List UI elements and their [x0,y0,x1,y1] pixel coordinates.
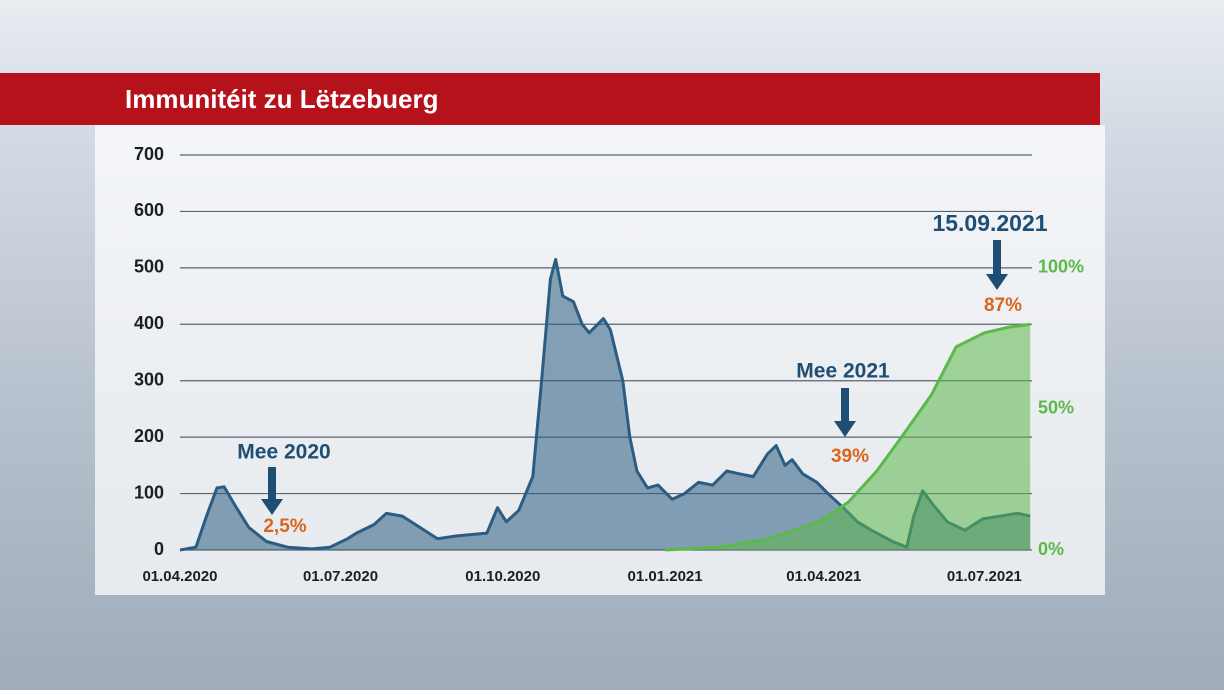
area [180,259,1031,550]
annotation-value: 39% [831,446,869,467]
arrow [986,240,1008,290]
y2-tick-label: 100% [1038,257,1084,277]
x-tick-label: 01.07.2020 [303,568,378,585]
y-tick-label: 400 [134,313,164,333]
chart-title: Immunitéit zu Lëtzebuerg [125,84,438,114]
y-tick-label: 0 [154,539,164,559]
y2-tick-label: 50% [1038,398,1074,418]
y-tick-label: 100 [134,482,164,502]
x-tick-label: 01.01.2021 [628,568,703,585]
annotation-title: Mee 2021 [796,360,890,383]
annotations: Mee 2020 2,5% Mee 2021 39% 15.09.2021 87… [237,210,1047,537]
plot: 0 100 200 300 400 500 600 700 01.04.2020 01.07.20… [134,144,1084,585]
line [665,322,1031,552]
title-bar [0,73,1100,125]
arrow [834,388,856,437]
arrow [261,467,283,515]
x-tick-label: 01.07.2021 [947,568,1022,585]
annotation-value: 2,5% [263,516,306,537]
x-tick-label: 01.04.2021 [786,568,861,585]
annotation-value: 87% [984,295,1022,316]
y-tick-label: 200 [134,426,164,446]
annotation-title: 15.09.2021 [932,210,1047,236]
annotation-title: Mee 2020 [237,441,330,464]
x-tick-label: 01.04.2020 [142,568,217,585]
x-tick-label: 01.10.2020 [465,568,540,585]
y-tick-label: 300 [134,369,164,389]
y2-tick-label: 0% [1038,539,1064,559]
y-tick-label: 500 [134,257,164,277]
y-tick-label: 600 [134,200,164,220]
y-tick-label: 700 [134,144,164,164]
